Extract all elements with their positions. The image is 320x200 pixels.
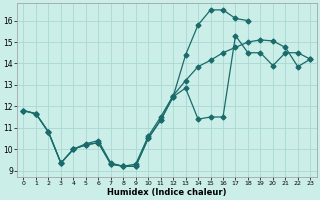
X-axis label: Humidex (Indice chaleur): Humidex (Indice chaleur) — [107, 188, 227, 197]
